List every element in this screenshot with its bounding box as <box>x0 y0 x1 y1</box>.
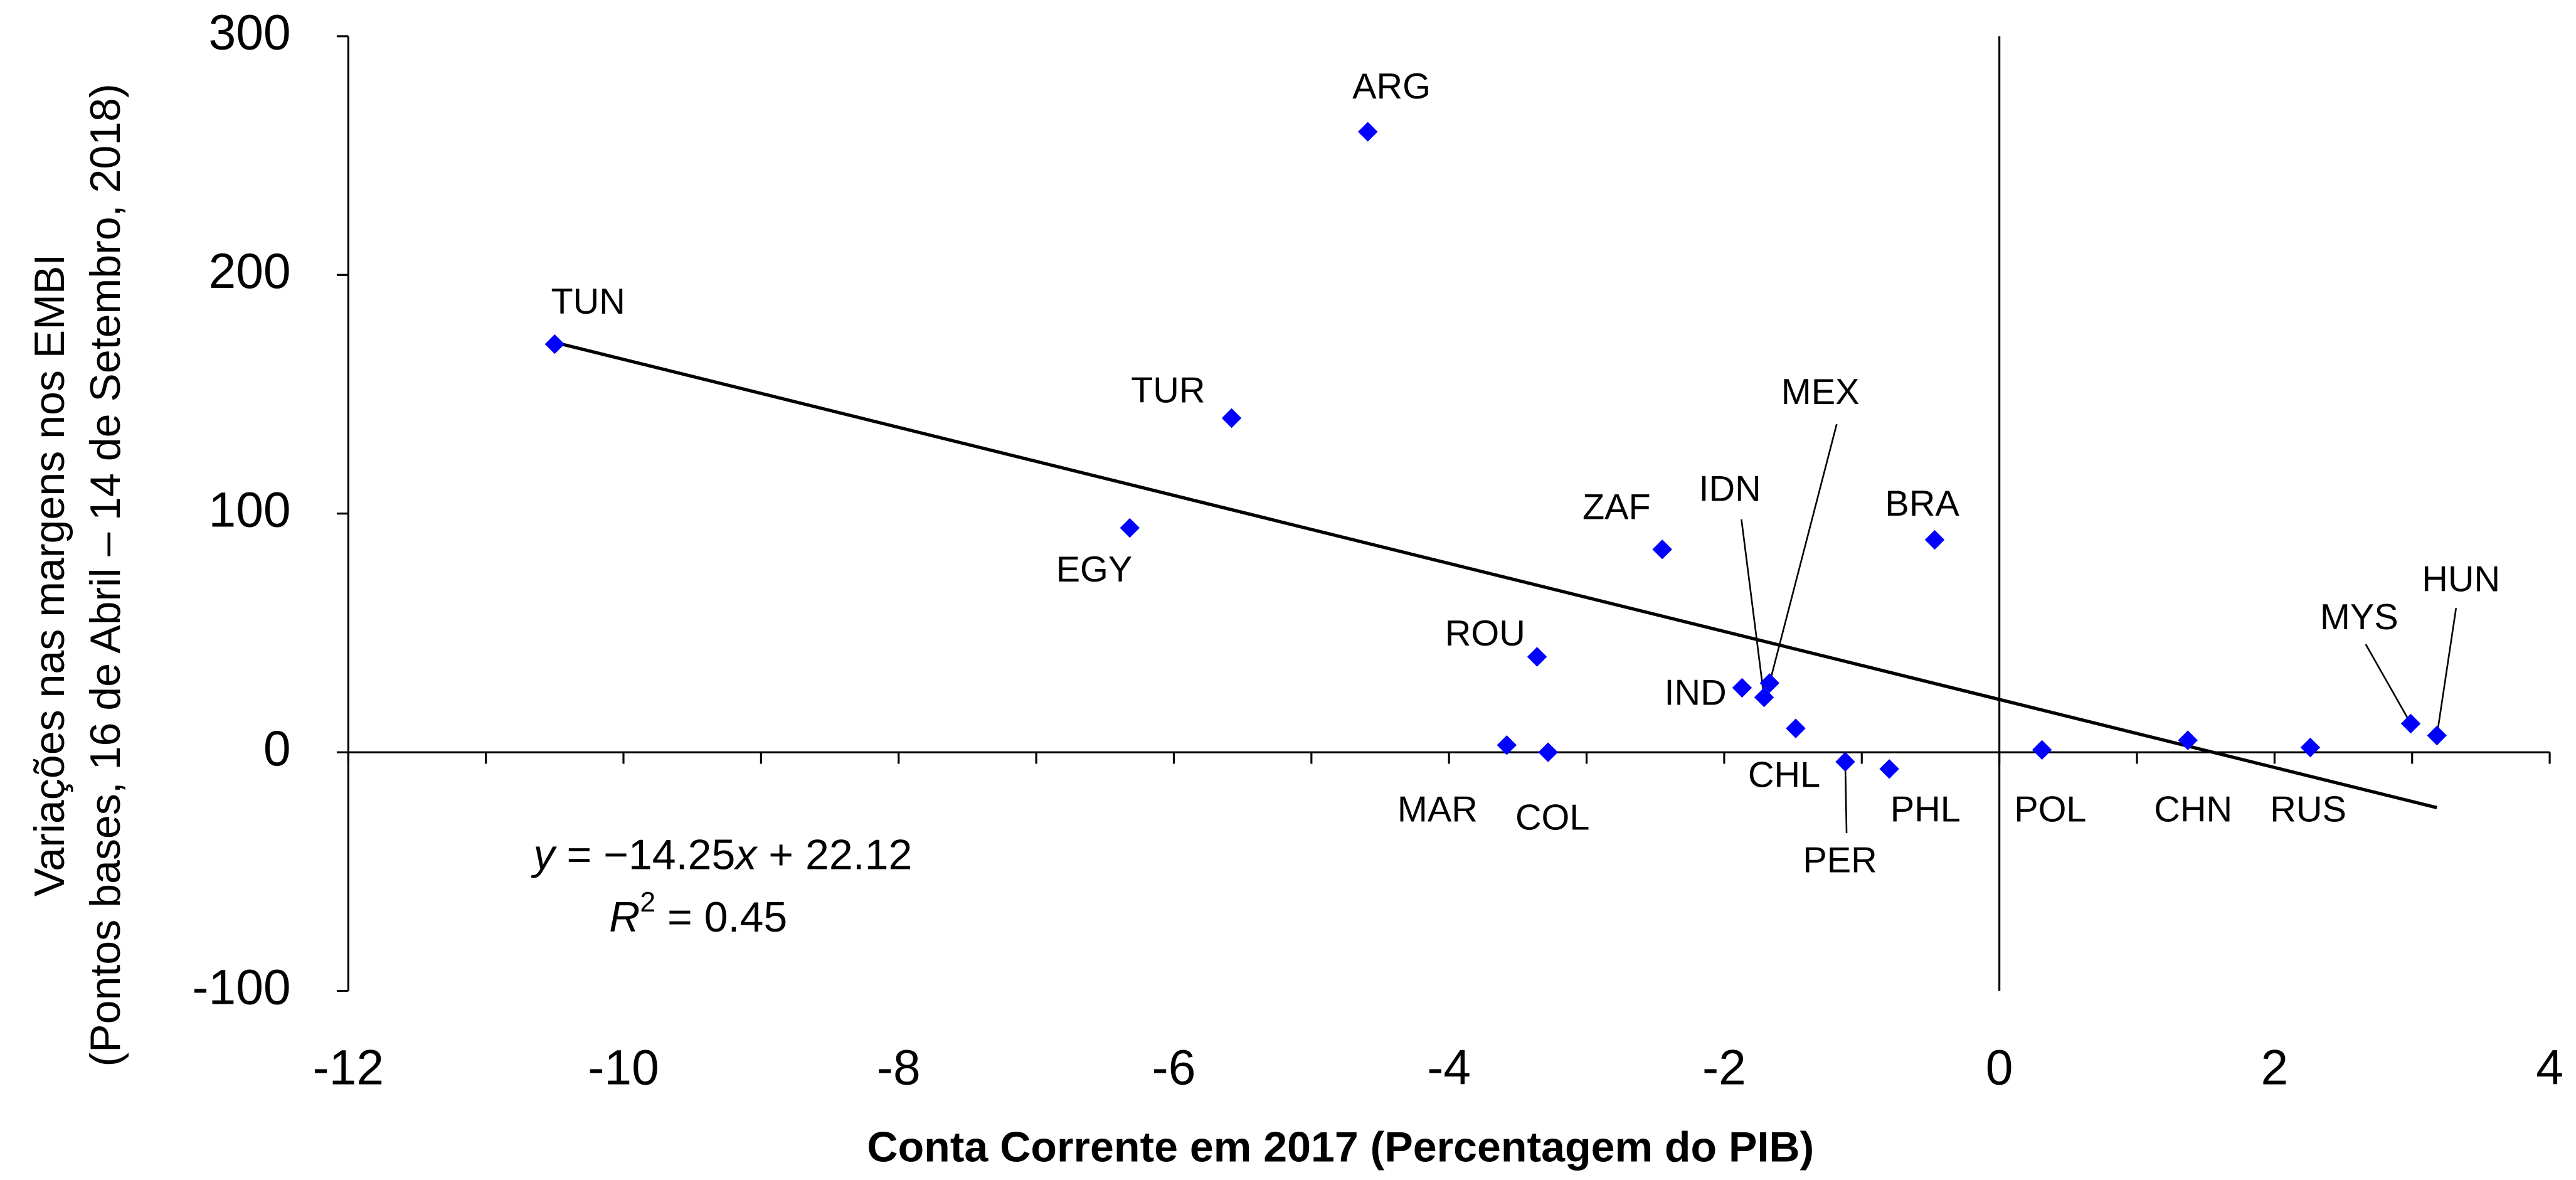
x-tick-label: 4 <box>2536 1040 2563 1095</box>
point-label: MYS <box>2320 597 2398 637</box>
point-label: ARG <box>1352 66 1431 107</box>
y-tick-label: 100 <box>209 482 291 537</box>
point <box>1358 122 1378 142</box>
eq-part: x <box>733 831 758 878</box>
point <box>2032 740 2052 760</box>
point <box>2400 713 2421 734</box>
point <box>1527 647 1547 667</box>
point-label: PHL <box>1890 789 1961 829</box>
point <box>1120 518 1140 538</box>
y-axis-title-line: (Pontos bases, 16 de Abril – 14 de Setem… <box>82 83 129 1066</box>
point <box>2427 725 2447 746</box>
x-tick-label: -4 <box>1427 1040 1471 1095</box>
trendline <box>554 341 2437 809</box>
leader-line <box>1844 762 1848 834</box>
point-label: PER <box>1803 841 1877 881</box>
leader-line <box>1741 519 1765 698</box>
point-label: RUS <box>2270 789 2346 829</box>
r-squared: R2 = 0.45 <box>609 887 787 941</box>
x-tick-label: -10 <box>588 1040 659 1095</box>
point <box>1732 678 1752 698</box>
eq-part: + 22.12 <box>756 831 912 878</box>
point <box>1786 718 1806 738</box>
point-label: ZAF <box>1582 487 1651 527</box>
point-label: MEX <box>1781 372 1860 412</box>
leader-line <box>2365 644 2412 725</box>
y-axis-title: Variações nas margens nos EMBI (Pontos b… <box>26 83 129 1066</box>
y-tick-label: -100 <box>192 959 290 1014</box>
x-tick-label: 0 <box>1986 1040 2013 1095</box>
leader-line <box>2436 608 2457 736</box>
point-label: EGY <box>1056 550 1133 590</box>
point-label: TUR <box>1131 370 1205 410</box>
point-label: ROU <box>1445 614 1525 654</box>
x-tick-label: -12 <box>313 1040 384 1095</box>
point <box>1538 742 1558 762</box>
y-tick-label: 300 <box>209 5 291 60</box>
y-axis-title-line: Variações nas margens nos EMBI <box>26 254 73 896</box>
point <box>1879 759 1899 779</box>
point-label: MAR <box>1397 789 1478 829</box>
leader-line <box>1769 423 1838 684</box>
eq-part: = −14.25 <box>555 831 736 878</box>
r2-part: R <box>609 893 640 941</box>
point <box>1754 687 1774 708</box>
point <box>1924 529 1945 550</box>
point-label: CHL <box>1748 755 1820 795</box>
r2-part: 2 <box>640 887 655 918</box>
point-label: IND <box>1664 672 1726 713</box>
r2-part: = 0.45 <box>655 893 787 941</box>
x-tick-label: -6 <box>1152 1040 1196 1095</box>
x-tick-label: 2 <box>2261 1040 2289 1095</box>
point <box>1835 752 1855 772</box>
equation: y = −14.25x + 22.12 <box>531 831 913 878</box>
point-label: POL <box>2014 789 2086 829</box>
point <box>2178 730 2198 750</box>
y-tick-label: 200 <box>209 243 291 299</box>
x-axis-title: Conta Corrente em 2017 (Percentagem do P… <box>867 1124 1814 1171</box>
point-label: BRA <box>1885 484 1959 524</box>
x-tick-label: -2 <box>1702 1040 1746 1095</box>
point-label: CHN <box>2154 789 2232 829</box>
y-tick-label: 0 <box>263 721 291 776</box>
point <box>1221 408 1242 428</box>
point <box>1652 540 1672 560</box>
point <box>544 334 565 354</box>
eq-part: y <box>531 831 558 878</box>
point <box>2300 737 2321 758</box>
point-label: COL <box>1515 797 1589 837</box>
point <box>1497 735 1517 755</box>
x-tick-label: -8 <box>877 1040 921 1095</box>
point-label: TUN <box>551 282 625 322</box>
point-label: IDN <box>1699 469 1761 509</box>
point-label: HUN <box>2422 560 2500 600</box>
